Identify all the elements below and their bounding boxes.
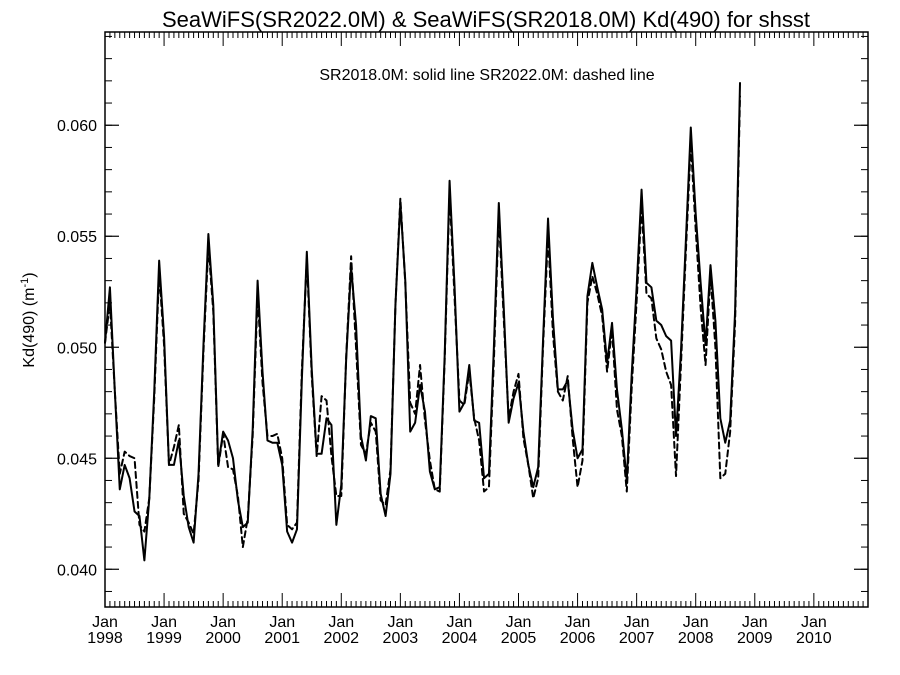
- y-axis-label: Kd(490) (m-1): [19, 272, 38, 367]
- x-tick-year-label: 2001: [264, 630, 300, 647]
- x-tick-year-label: 2000: [205, 630, 241, 647]
- x-tick-year-label: 1998: [87, 630, 123, 647]
- y-axis: 0.040 0.045 0.050 0.055 0.060: [57, 35, 868, 592]
- x-tick-year-label: 2002: [323, 630, 359, 647]
- y-tick-label: 0.040: [57, 562, 97, 579]
- x-tick-year-label: 2006: [560, 630, 596, 647]
- x-tick-year-label: 2005: [501, 630, 537, 647]
- x-tick-month-label: Jan: [447, 614, 473, 631]
- x-tick-year-label: 2003: [383, 630, 419, 647]
- x-tick-month-label: Jan: [92, 614, 118, 631]
- series-group: [104, 82, 742, 562]
- x-tick-month-label: Jan: [269, 614, 295, 631]
- y-tick-label: 0.060: [57, 118, 97, 135]
- x-axis: Jan1998Jan1999Jan2000Jan2001Jan2002Jan20…: [87, 32, 869, 647]
- x-tick-month-label: Jan: [565, 614, 591, 631]
- y-axis-label-main: Kd(490) (m: [21, 288, 38, 368]
- x-tick-month-label: Jan: [801, 614, 827, 631]
- x-tick-month-label: Jan: [624, 614, 650, 631]
- x-tick-month-label: Jan: [151, 614, 177, 631]
- x-tick-year-label: 2008: [678, 630, 714, 647]
- x-tick-year-label: 2004: [442, 630, 478, 647]
- y-axis-label-end: ): [21, 272, 38, 277]
- series-line-sr2022-0m: [104, 95, 742, 549]
- y-tick-label: 0.055: [57, 229, 97, 246]
- x-tick-month-label: Jan: [210, 614, 236, 631]
- x-tick-month-label: Jan: [742, 614, 768, 631]
- x-tick-month-label: Jan: [506, 614, 532, 631]
- x-tick-year-label: 1999: [146, 630, 182, 647]
- y-tick-label: 0.050: [57, 340, 97, 357]
- series-line-sr2018-0m: [104, 82, 742, 562]
- x-tick-month-label: Jan: [683, 614, 709, 631]
- x-tick-month-label: Jan: [328, 614, 354, 631]
- x-tick-year-label: 2010: [796, 630, 832, 647]
- chart-title: SeaWiFS(SR2022.0M) & SeaWiFS(SR2018.0M) …: [162, 7, 810, 32]
- x-tick-year-label: 2009: [737, 630, 773, 647]
- x-tick-month-label: Jan: [387, 614, 413, 631]
- y-tick-label: 0.045: [57, 451, 97, 468]
- series-legend-note: SR2018.0M: solid line SR2022.0M: dashed …: [319, 67, 654, 84]
- plot-frame: [104, 31, 869, 608]
- y-axis-label-exponent: -1: [19, 278, 31, 288]
- x-tick-year-label: 2007: [619, 630, 655, 647]
